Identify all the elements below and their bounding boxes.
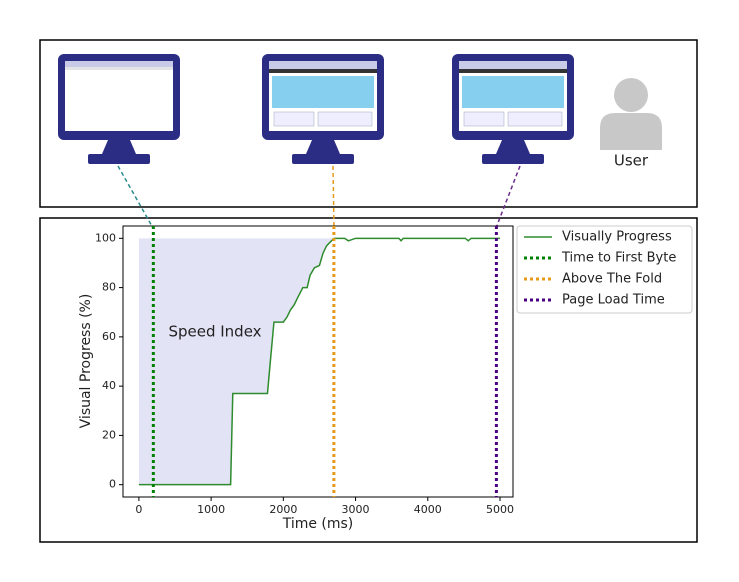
x-tick-label: 1000 [197,503,225,516]
y-tick-label: 100 [95,231,116,244]
y-tick-label: 20 [102,428,116,441]
speed-index-area [138,238,334,485]
x-tick-label: 2000 [269,503,297,516]
y-tick-label: 40 [102,379,116,392]
diagram-frame [39,39,698,208]
annotation: Speed Index [168,323,261,341]
connector [117,165,154,229]
progress-line [138,237,500,486]
legend-label: Page Load Time [562,293,665,308]
x-tick-label: 4000 [414,503,442,516]
plot-frame [122,225,514,498]
x-tick-label: 5000 [486,503,514,516]
user-label: User [614,152,649,170]
x-axis-label: Time (ms) [282,516,354,532]
chart-frame [39,217,698,543]
y-tick-label: 60 [102,330,116,343]
y-axis-label: Visual Progress (%) [78,294,94,429]
y-tick-label: 80 [102,281,116,294]
legend-label: Visually Progress [562,230,672,245]
legend-box [516,225,693,314]
x-tick-label: 3000 [342,503,370,516]
connector [332,165,335,229]
monitor-above-fold [262,54,384,164]
legend-label: Above The Fold [562,272,662,287]
monitor-page-load [452,54,574,164]
x-tick-label: 0 [135,503,142,516]
user-icon [600,78,662,150]
legend-label: Time to First Byte [561,251,676,266]
y-tick-label: 0 [109,478,116,491]
monitor-blank [58,54,180,164]
